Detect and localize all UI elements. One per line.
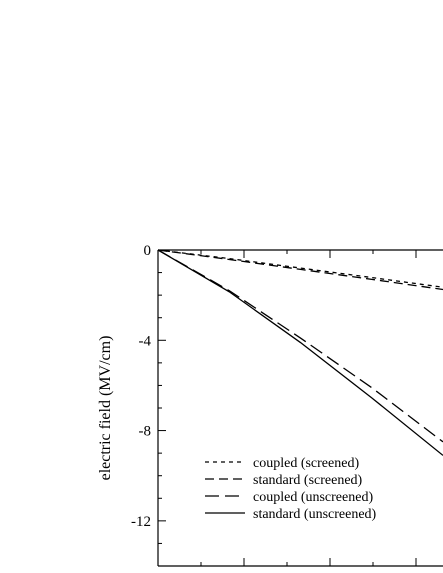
series-line-3 [157, 249, 443, 443]
series-line-2 [157, 249, 443, 291]
y-tick-label: -12 [131, 514, 151, 530]
legend: coupled (screened) standard (screened) cou… [205, 456, 377, 522]
legend-label: coupled (screened) [253, 456, 359, 471]
y-tick-label: -4 [139, 333, 152, 349]
legend-label: standard (screened) [253, 473, 363, 488]
legend-label: coupled (unscreened) [253, 490, 373, 505]
y-tick-label: -8 [139, 424, 152, 440]
legend-label: standard (unscreened) [253, 507, 377, 522]
series-line-4 [157, 249, 443, 456]
y-ticks: 0 -4 -8 -12 [131, 243, 417, 567]
y-axis-label: electric field (MV/cm) [97, 336, 114, 481]
series-lines [157, 249, 443, 456]
y-tick-label: 0 [144, 243, 152, 259]
